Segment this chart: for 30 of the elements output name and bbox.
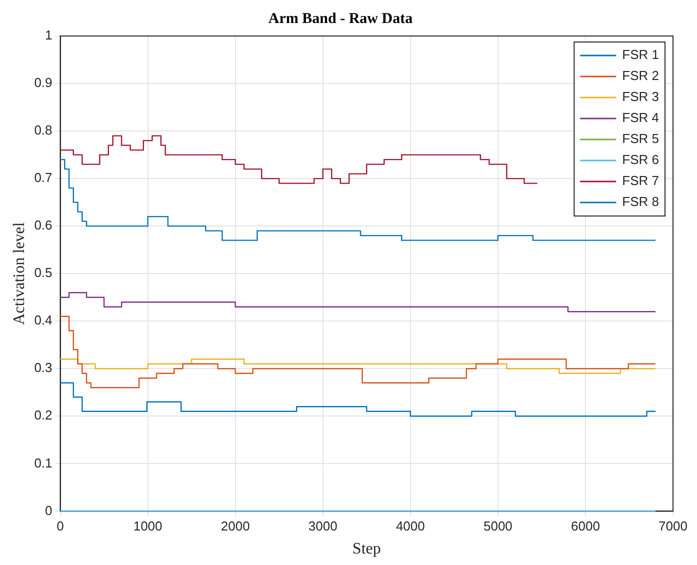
legend-label: FSR 8 (622, 194, 659, 210)
x-tick-label: 7000 (658, 518, 688, 534)
legend-label: FSR 1 (622, 47, 659, 62)
legend-label: FSR 6 (622, 152, 659, 168)
x-tick-label: 0 (56, 518, 64, 534)
legend-label: FSR 2 (622, 68, 659, 84)
y-tick-label: 0.5 (34, 265, 52, 280)
legend-label: FSR 4 (622, 110, 659, 126)
legend-label: FSR 3 (622, 89, 659, 104)
y-tick-label: 0.4 (34, 312, 52, 328)
y-tick-label: 0.2 (34, 408, 52, 423)
x-tick-label: 5000 (483, 518, 512, 534)
y-tick-label: 0.1 (34, 455, 52, 470)
y-tick-label: 0.6 (34, 218, 52, 233)
chart-title: Arm Band - Raw Data (268, 10, 414, 27)
x-tick-label: 2000 (220, 518, 250, 534)
x-tick-label: 3000 (308, 518, 338, 534)
y-tick-label: 0.9 (34, 75, 52, 90)
x-tick-label: 4000 (396, 518, 425, 534)
y-axis-title: Activation level (10, 222, 28, 325)
y-tick-label: 0.3 (34, 360, 52, 376)
legend-label: FSR 5 (622, 131, 659, 146)
x-tick-label: 6000 (571, 518, 600, 534)
y-tick-label: 0.7 (34, 170, 52, 186)
y-tick-label: 1 (45, 28, 52, 43)
y-tick-label: 0 (45, 502, 52, 518)
y-tick-label: 0.8 (34, 122, 52, 138)
legend-label: FSR 7 (622, 173, 659, 188)
x-axis-title: Step (352, 540, 381, 558)
x-tick-label: 1000 (133, 518, 162, 534)
